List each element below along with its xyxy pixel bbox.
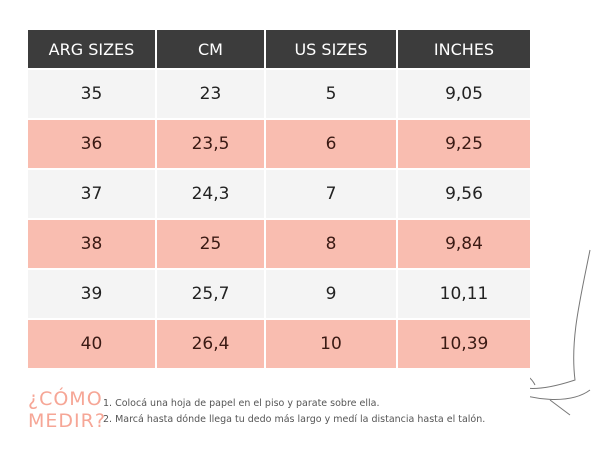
how-title: MEDIR?	[28, 410, 106, 432]
cell: 10	[266, 320, 396, 368]
cell: 26,4	[157, 320, 264, 368]
cell: 36	[28, 120, 155, 168]
cell: 40	[28, 320, 155, 368]
cell: 9,56	[398, 170, 530, 218]
cell: 38	[28, 220, 155, 268]
cell: 25,7	[157, 270, 264, 318]
cell: 8	[266, 220, 396, 268]
cell: 24,3	[157, 170, 264, 218]
cell: 23,5	[157, 120, 264, 168]
cell: 35	[28, 70, 155, 118]
cell: 9,25	[398, 120, 530, 168]
cell: 6	[266, 120, 396, 168]
cell: 9	[266, 270, 396, 318]
how-title: ¿CÓMO	[28, 388, 103, 410]
cell: 10,11	[398, 270, 530, 318]
cell: 39	[28, 270, 155, 318]
cell: 37	[28, 170, 155, 218]
header-cell: INCHES	[398, 30, 530, 68]
cell: 10,39	[398, 320, 530, 368]
header-cell: ARG SIZES	[28, 30, 155, 68]
cell: 5	[266, 70, 396, 118]
cell: 23	[157, 70, 264, 118]
cell: 9,84	[398, 220, 530, 268]
step: 2. Marcá hasta dónde llega tu dedo más l…	[103, 414, 486, 425]
foot-sketch	[530, 249, 591, 416]
cell: 9,05	[398, 70, 530, 118]
cell: 25	[157, 220, 264, 268]
step: 1. Colocá una hoja de papel en el piso y…	[103, 398, 380, 409]
cell: 7	[266, 170, 396, 218]
header-cell: US SIZES	[266, 30, 396, 68]
header-cell: CM	[157, 30, 264, 68]
